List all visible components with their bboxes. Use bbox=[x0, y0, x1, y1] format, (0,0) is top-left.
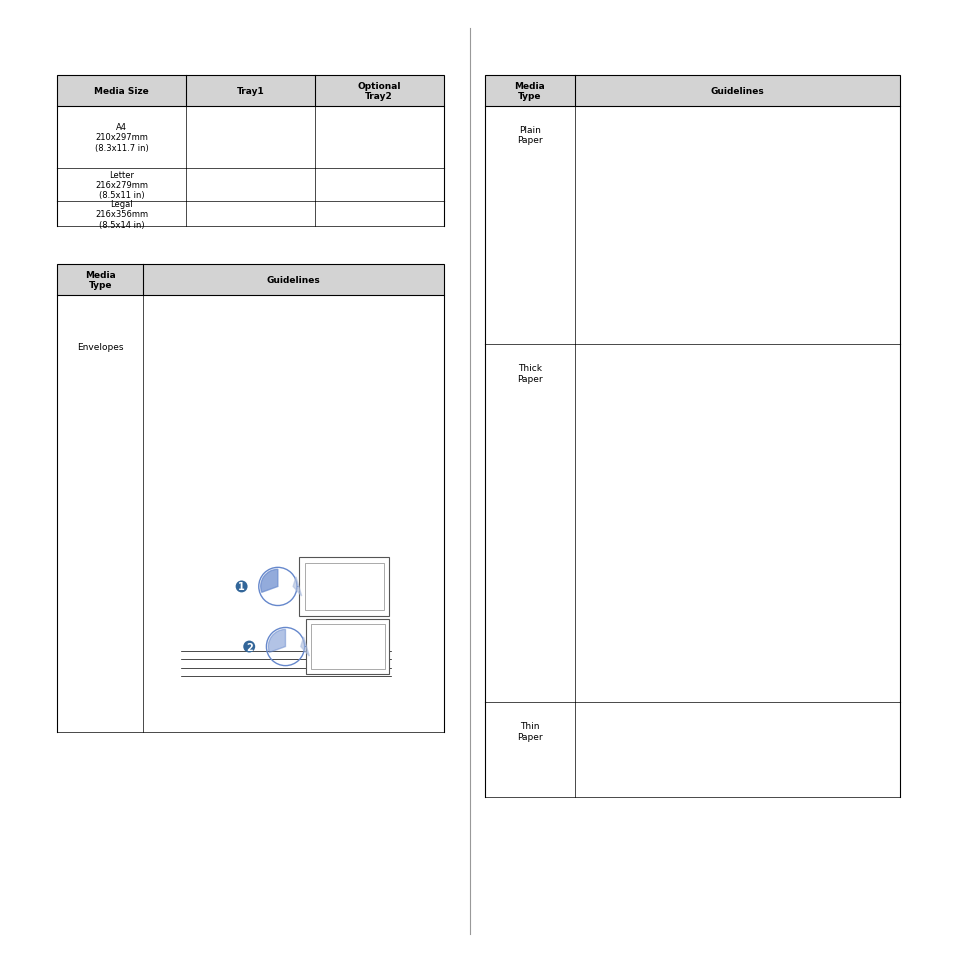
Text: A4
210x297mm
(8.3x11.7 in): A4 210x297mm (8.3x11.7 in) bbox=[94, 123, 149, 152]
Text: Media
Type: Media Type bbox=[514, 82, 545, 101]
Text: Optional
Tray2: Optional Tray2 bbox=[357, 82, 400, 101]
Text: Envelopes: Envelopes bbox=[77, 343, 123, 352]
Text: Thick
Paper: Thick Paper bbox=[517, 364, 542, 383]
FancyBboxPatch shape bbox=[306, 619, 389, 675]
Bar bbox=[57, 265, 443, 295]
Bar bbox=[57, 76, 443, 107]
FancyBboxPatch shape bbox=[298, 558, 389, 617]
Wedge shape bbox=[260, 570, 277, 593]
Text: Tray1: Tray1 bbox=[236, 87, 264, 96]
Text: Guidelines: Guidelines bbox=[266, 275, 320, 285]
FancyBboxPatch shape bbox=[304, 563, 383, 611]
Wedge shape bbox=[268, 630, 285, 653]
Text: Legal
216x356mm
(8.5x14 in): Legal 216x356mm (8.5x14 in) bbox=[95, 199, 148, 230]
Text: Plain
Paper: Plain Paper bbox=[517, 126, 542, 145]
Text: Media
Type: Media Type bbox=[85, 271, 115, 290]
Text: 2: 2 bbox=[246, 642, 253, 652]
Bar bbox=[484, 76, 899, 107]
Text: Letter
216x279mm
(8.5x11 in): Letter 216x279mm (8.5x11 in) bbox=[95, 171, 148, 200]
Text: Thin
Paper: Thin Paper bbox=[517, 721, 542, 740]
Polygon shape bbox=[300, 638, 309, 657]
FancyBboxPatch shape bbox=[311, 624, 384, 670]
Text: 1: 1 bbox=[238, 582, 245, 592]
Text: Guidelines: Guidelines bbox=[710, 87, 763, 96]
Text: Media Size: Media Size bbox=[94, 87, 149, 96]
Polygon shape bbox=[293, 578, 301, 597]
